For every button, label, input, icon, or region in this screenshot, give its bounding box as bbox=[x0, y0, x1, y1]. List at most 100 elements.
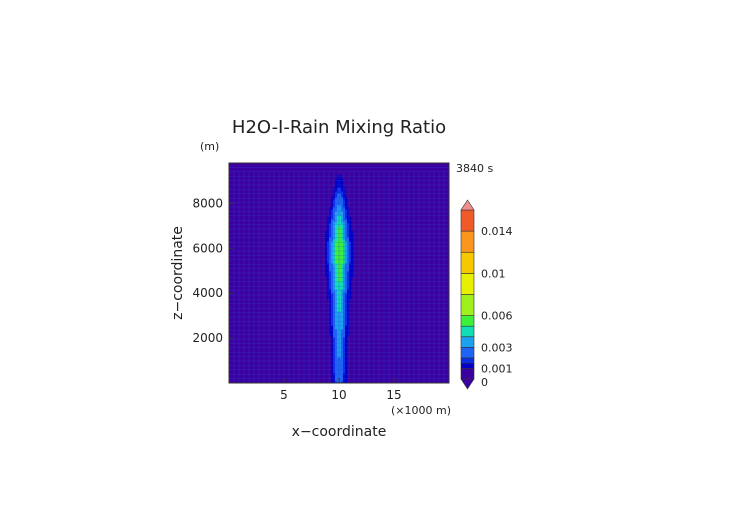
field-cell bbox=[341, 265, 344, 268]
field-cell bbox=[349, 259, 352, 262]
field-cell bbox=[331, 329, 334, 332]
field-cell bbox=[345, 289, 348, 292]
field-cell bbox=[345, 303, 348, 306]
field-cell bbox=[335, 311, 338, 314]
field-cell bbox=[335, 301, 338, 304]
field-cell bbox=[337, 189, 340, 192]
field-cell bbox=[341, 183, 344, 186]
field-cell bbox=[337, 245, 340, 248]
field-cell bbox=[351, 235, 354, 238]
field-cell bbox=[339, 379, 342, 382]
field-cell bbox=[335, 281, 338, 284]
field-cell bbox=[341, 219, 344, 222]
field-cell bbox=[329, 257, 332, 260]
field-cell bbox=[345, 295, 348, 298]
field-cell bbox=[337, 243, 340, 246]
field-cell bbox=[337, 247, 340, 250]
field-cell bbox=[351, 259, 354, 262]
field-cell bbox=[337, 235, 340, 238]
field-cell bbox=[345, 371, 348, 374]
field-cell bbox=[347, 313, 350, 316]
field-cell bbox=[325, 231, 328, 234]
field-cell bbox=[341, 301, 344, 304]
field-cell bbox=[337, 269, 340, 272]
field-cell bbox=[341, 333, 344, 336]
y-axis-label: z−coordinate bbox=[170, 226, 186, 320]
field-cell bbox=[329, 297, 332, 300]
field-cell bbox=[339, 267, 342, 270]
field-cell bbox=[339, 259, 342, 262]
field-cell bbox=[337, 259, 340, 262]
field-cell bbox=[335, 363, 338, 366]
field-cell bbox=[331, 299, 334, 302]
field-cell bbox=[339, 211, 342, 214]
field-cell bbox=[341, 303, 344, 306]
field-cell bbox=[341, 259, 344, 262]
field-cell bbox=[345, 235, 348, 238]
field-cell bbox=[337, 267, 340, 270]
field-cell bbox=[345, 351, 348, 354]
field-cell bbox=[341, 257, 344, 260]
field-cell bbox=[329, 289, 332, 292]
field-cell bbox=[335, 203, 338, 206]
field-cell bbox=[341, 261, 344, 264]
field-cell bbox=[347, 247, 350, 250]
field-cell bbox=[327, 225, 330, 228]
field-cell bbox=[335, 305, 338, 308]
field-cell bbox=[327, 287, 330, 290]
field-cell bbox=[335, 339, 338, 342]
field-cell bbox=[337, 323, 340, 326]
field-cell bbox=[341, 195, 344, 198]
field-cell bbox=[345, 203, 348, 206]
field-cell bbox=[337, 375, 340, 378]
field-cell bbox=[345, 317, 348, 320]
field-cell bbox=[331, 249, 334, 252]
field-cell bbox=[331, 285, 334, 288]
y-axis-ticks: 2000 4000 6000 8000 bbox=[192, 196, 234, 345]
field-cell bbox=[337, 215, 340, 218]
field-cell bbox=[329, 305, 332, 308]
field-cell bbox=[339, 187, 342, 190]
field-cell bbox=[335, 239, 338, 242]
colorbar-band bbox=[460, 209, 475, 232]
field-cell bbox=[345, 325, 348, 328]
field-cell bbox=[347, 245, 350, 248]
colorbar-band bbox=[460, 336, 475, 348]
field-cell bbox=[339, 205, 342, 208]
field-cell bbox=[347, 273, 350, 276]
field-cell bbox=[331, 351, 334, 354]
field-cell bbox=[341, 247, 344, 250]
field-cell bbox=[339, 263, 342, 266]
field-cell bbox=[347, 303, 350, 306]
field-cell bbox=[347, 289, 350, 292]
field-cell bbox=[345, 199, 348, 202]
field-cell bbox=[341, 371, 344, 374]
field-cell bbox=[345, 197, 348, 200]
field-cell bbox=[331, 365, 334, 368]
field-cell bbox=[329, 327, 332, 330]
field-cell bbox=[329, 311, 332, 314]
field-cell bbox=[341, 315, 344, 318]
field-cell bbox=[325, 265, 328, 268]
field-cell bbox=[335, 335, 338, 338]
field-cell bbox=[351, 267, 354, 270]
field-cell bbox=[335, 309, 338, 312]
field-cell bbox=[345, 211, 348, 214]
field-cell bbox=[345, 267, 348, 270]
field-cell bbox=[337, 229, 340, 232]
field-cell bbox=[345, 273, 348, 276]
field-cell bbox=[341, 323, 344, 326]
field-cell bbox=[345, 209, 348, 212]
field-cell bbox=[327, 279, 330, 282]
x-tick-label: 5 bbox=[280, 388, 288, 402]
field-cell bbox=[325, 243, 328, 246]
field-cell bbox=[329, 227, 332, 230]
field-cell bbox=[341, 179, 344, 182]
field-cell bbox=[347, 255, 350, 258]
field-cell bbox=[339, 333, 342, 336]
field-cell bbox=[331, 275, 334, 278]
field-cell bbox=[339, 251, 342, 254]
field-cell bbox=[335, 307, 338, 310]
field-cell bbox=[349, 297, 352, 300]
